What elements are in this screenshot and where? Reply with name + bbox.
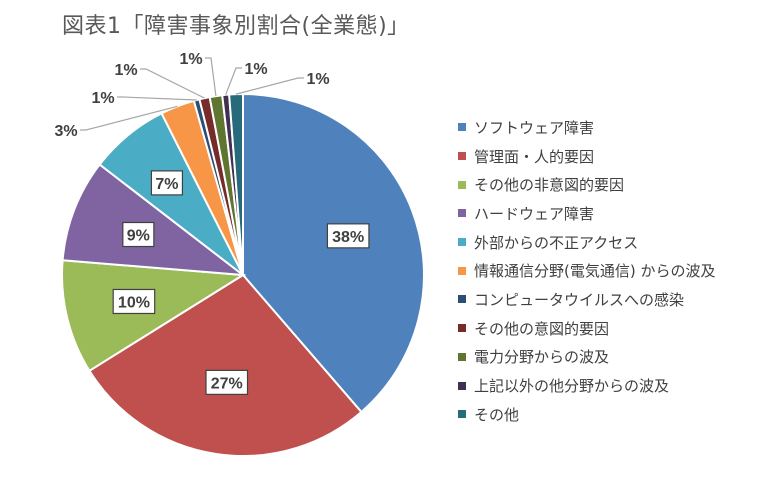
legend-item: その他の非意図的要因 xyxy=(458,170,715,199)
data-label: 1% xyxy=(179,51,202,68)
data-label: 10% xyxy=(118,294,150,311)
legend-swatch xyxy=(458,381,466,390)
leader-line xyxy=(235,77,304,95)
legend-label: 上記以外の他分野からの波及 xyxy=(474,377,670,396)
leader-line xyxy=(80,105,178,131)
data-label: 1% xyxy=(91,90,114,107)
pie-slice xyxy=(88,273,363,457)
data-label-box xyxy=(112,288,156,315)
leader-line xyxy=(140,68,205,99)
data-label-box xyxy=(122,221,155,248)
legend-label: 外部からの不正アクセス xyxy=(474,233,639,252)
data-label: 27% xyxy=(211,375,243,392)
legend-item: ソフトウェア障害 xyxy=(458,113,715,142)
legend-swatch xyxy=(458,410,466,419)
legend-label: ハードウェア障害 xyxy=(474,204,595,223)
pie-slice xyxy=(61,259,247,373)
legend-swatch xyxy=(458,180,466,189)
leader-line xyxy=(225,67,242,96)
legend-label: その他 xyxy=(474,405,520,424)
data-label: 3% xyxy=(54,123,77,140)
legend-swatch xyxy=(458,266,466,275)
legend-label: 電力分野からの波及 xyxy=(474,348,610,367)
data-label: 1% xyxy=(306,71,329,88)
legend-label: コンピュータウイルスへの感染 xyxy=(474,290,685,309)
pie-slices xyxy=(61,92,425,457)
legend-item: 情報通信分野(電気通信) からの波及 xyxy=(458,256,715,285)
legend-item: その他 xyxy=(458,400,715,429)
data-label-box xyxy=(150,170,184,196)
data-label: 9% xyxy=(127,228,150,245)
pie-slice xyxy=(242,92,425,414)
leader-line xyxy=(205,57,217,97)
leader-line xyxy=(117,96,197,101)
legend-swatch xyxy=(458,123,466,132)
chart-title: 図表1「障害事象別割合(全業態)」 xyxy=(62,14,410,39)
leader-lines xyxy=(80,57,304,131)
legend-swatch xyxy=(458,152,466,161)
data-label: 38% xyxy=(332,229,364,246)
legend-label: 情報通信分野(電気通信) からの波及 xyxy=(474,262,716,281)
data-labels: 38%27%10%9%7%3%1%1%1%1%1% xyxy=(54,51,370,395)
data-label: 1% xyxy=(244,61,267,78)
data-label-box xyxy=(205,369,249,395)
legend-item: ハードウェア障害 xyxy=(458,199,715,228)
data-label: 1% xyxy=(114,62,137,79)
legend: ソフトウェア障害 管理面・人的要因その他の非意図的要因 ハードウェア障害外部からの不… xyxy=(458,113,715,429)
legend-swatch xyxy=(458,238,466,247)
legend-swatch xyxy=(458,209,466,218)
legend-label: 管理面・人的要因 xyxy=(474,147,595,166)
legend-item: 上記以外の他分野からの波及 xyxy=(458,371,715,400)
legend-swatch xyxy=(458,295,466,304)
pie-slice xyxy=(61,163,247,277)
data-label: 7% xyxy=(155,176,178,193)
legend-item: 管理面・人的要因 xyxy=(458,142,715,171)
legend-swatch xyxy=(458,324,466,333)
legend-label: その他の意図的要因 xyxy=(474,319,610,338)
legend-item: 電力分野からの波及 xyxy=(458,343,715,372)
legend-item: その他の意図的要因 xyxy=(458,314,715,343)
legend-label: その他の非意図的要因 xyxy=(474,176,625,195)
legend-label: ソフトウェア障害 xyxy=(474,118,595,137)
legend-swatch xyxy=(458,352,466,361)
legend-item: コンピュータウイルスへの感染 xyxy=(458,285,715,314)
data-label-box xyxy=(326,223,370,249)
legend-item: 外部からの不正アクセス xyxy=(458,228,715,257)
